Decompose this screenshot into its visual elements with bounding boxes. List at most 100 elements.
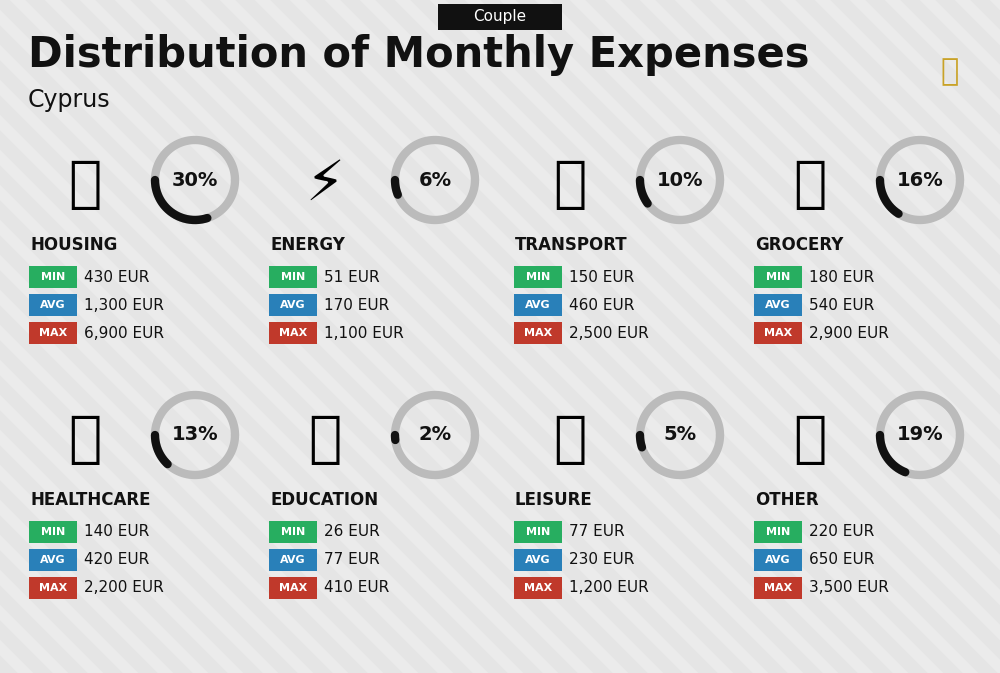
Text: 1,200 EUR: 1,200 EUR: [569, 581, 649, 596]
Text: 🛒: 🛒: [793, 158, 827, 212]
Text: MIN: MIN: [281, 527, 305, 537]
FancyBboxPatch shape: [754, 577, 802, 599]
Text: 26 EUR: 26 EUR: [324, 524, 380, 540]
FancyBboxPatch shape: [29, 521, 77, 543]
Text: 1,100 EUR: 1,100 EUR: [324, 326, 404, 341]
Text: 30%: 30%: [172, 170, 218, 190]
Text: 🛍: 🛍: [553, 413, 587, 467]
Text: 650 EUR: 650 EUR: [809, 553, 874, 567]
Text: 3,500 EUR: 3,500 EUR: [809, 581, 889, 596]
FancyBboxPatch shape: [514, 577, 562, 599]
Text: 6,900 EUR: 6,900 EUR: [84, 326, 164, 341]
Text: Cyprus: Cyprus: [28, 88, 111, 112]
Text: 🏥: 🏥: [68, 413, 102, 467]
FancyBboxPatch shape: [29, 577, 77, 599]
FancyBboxPatch shape: [514, 549, 562, 571]
Text: MIN: MIN: [41, 527, 65, 537]
Text: 220 EUR: 220 EUR: [809, 524, 874, 540]
FancyBboxPatch shape: [754, 549, 802, 571]
Text: MAX: MAX: [39, 328, 67, 338]
FancyBboxPatch shape: [514, 322, 562, 344]
Text: 1,300 EUR: 1,300 EUR: [84, 297, 164, 312]
Text: AVG: AVG: [40, 300, 66, 310]
Text: AVG: AVG: [525, 555, 551, 565]
FancyBboxPatch shape: [754, 266, 802, 288]
FancyBboxPatch shape: [269, 549, 317, 571]
Text: 170 EUR: 170 EUR: [324, 297, 389, 312]
FancyBboxPatch shape: [269, 577, 317, 599]
Text: 2,900 EUR: 2,900 EUR: [809, 326, 889, 341]
Text: ⚡: ⚡: [306, 158, 344, 212]
FancyBboxPatch shape: [269, 294, 317, 316]
Text: 140 EUR: 140 EUR: [84, 524, 149, 540]
FancyBboxPatch shape: [29, 549, 77, 571]
Text: Distribution of Monthly Expenses: Distribution of Monthly Expenses: [28, 34, 810, 76]
Text: MIN: MIN: [41, 272, 65, 282]
Text: 5%: 5%: [663, 425, 697, 444]
Text: AVG: AVG: [765, 555, 791, 565]
Text: MAX: MAX: [39, 583, 67, 593]
Text: MIN: MIN: [526, 527, 550, 537]
Text: EDUCATION: EDUCATION: [270, 491, 378, 509]
Text: AVG: AVG: [765, 300, 791, 310]
Text: 430 EUR: 430 EUR: [84, 269, 149, 285]
Text: 410 EUR: 410 EUR: [324, 581, 389, 596]
Text: MAX: MAX: [764, 583, 792, 593]
Text: LEISURE: LEISURE: [515, 491, 593, 509]
FancyBboxPatch shape: [514, 294, 562, 316]
Text: MAX: MAX: [279, 328, 307, 338]
Text: AVG: AVG: [280, 300, 306, 310]
Text: HOUSING: HOUSING: [30, 236, 117, 254]
Text: MIN: MIN: [526, 272, 550, 282]
FancyBboxPatch shape: [514, 521, 562, 543]
Text: 180 EUR: 180 EUR: [809, 269, 874, 285]
Text: 460 EUR: 460 EUR: [569, 297, 634, 312]
Text: GROCERY: GROCERY: [755, 236, 843, 254]
Text: HEALTHCARE: HEALTHCARE: [30, 491, 150, 509]
Text: Couple: Couple: [473, 9, 527, 24]
Text: MIN: MIN: [766, 272, 790, 282]
Text: 6%: 6%: [418, 170, 452, 190]
FancyBboxPatch shape: [269, 322, 317, 344]
Text: 16%: 16%: [897, 170, 943, 190]
Text: MAX: MAX: [764, 328, 792, 338]
FancyBboxPatch shape: [438, 4, 562, 30]
Text: 230 EUR: 230 EUR: [569, 553, 634, 567]
FancyBboxPatch shape: [29, 266, 77, 288]
Text: TRANSPORT: TRANSPORT: [515, 236, 628, 254]
Text: 150 EUR: 150 EUR: [569, 269, 634, 285]
Text: MAX: MAX: [524, 583, 552, 593]
Text: 540 EUR: 540 EUR: [809, 297, 874, 312]
FancyBboxPatch shape: [29, 294, 77, 316]
Text: 77 EUR: 77 EUR: [569, 524, 625, 540]
Text: 🗺: 🗺: [941, 57, 959, 87]
FancyBboxPatch shape: [754, 294, 802, 316]
FancyBboxPatch shape: [29, 322, 77, 344]
Text: 19%: 19%: [897, 425, 943, 444]
Text: ENERGY: ENERGY: [270, 236, 345, 254]
Text: MIN: MIN: [766, 527, 790, 537]
Text: MIN: MIN: [281, 272, 305, 282]
Text: 🚌: 🚌: [553, 158, 587, 212]
Text: MAX: MAX: [279, 583, 307, 593]
Text: 2%: 2%: [418, 425, 452, 444]
FancyBboxPatch shape: [754, 521, 802, 543]
Text: AVG: AVG: [280, 555, 306, 565]
Text: 2,200 EUR: 2,200 EUR: [84, 581, 164, 596]
FancyBboxPatch shape: [754, 322, 802, 344]
Text: 10%: 10%: [657, 170, 703, 190]
Text: 🏢: 🏢: [68, 158, 102, 212]
Text: 🎓: 🎓: [308, 413, 342, 467]
Text: AVG: AVG: [525, 300, 551, 310]
Text: AVG: AVG: [40, 555, 66, 565]
FancyBboxPatch shape: [514, 266, 562, 288]
FancyBboxPatch shape: [269, 266, 317, 288]
Text: OTHER: OTHER: [755, 491, 819, 509]
Text: 420 EUR: 420 EUR: [84, 553, 149, 567]
Text: 51 EUR: 51 EUR: [324, 269, 380, 285]
Text: 💼: 💼: [793, 413, 827, 467]
FancyBboxPatch shape: [269, 521, 317, 543]
Text: 2,500 EUR: 2,500 EUR: [569, 326, 649, 341]
Text: 13%: 13%: [172, 425, 218, 444]
Text: 77 EUR: 77 EUR: [324, 553, 380, 567]
